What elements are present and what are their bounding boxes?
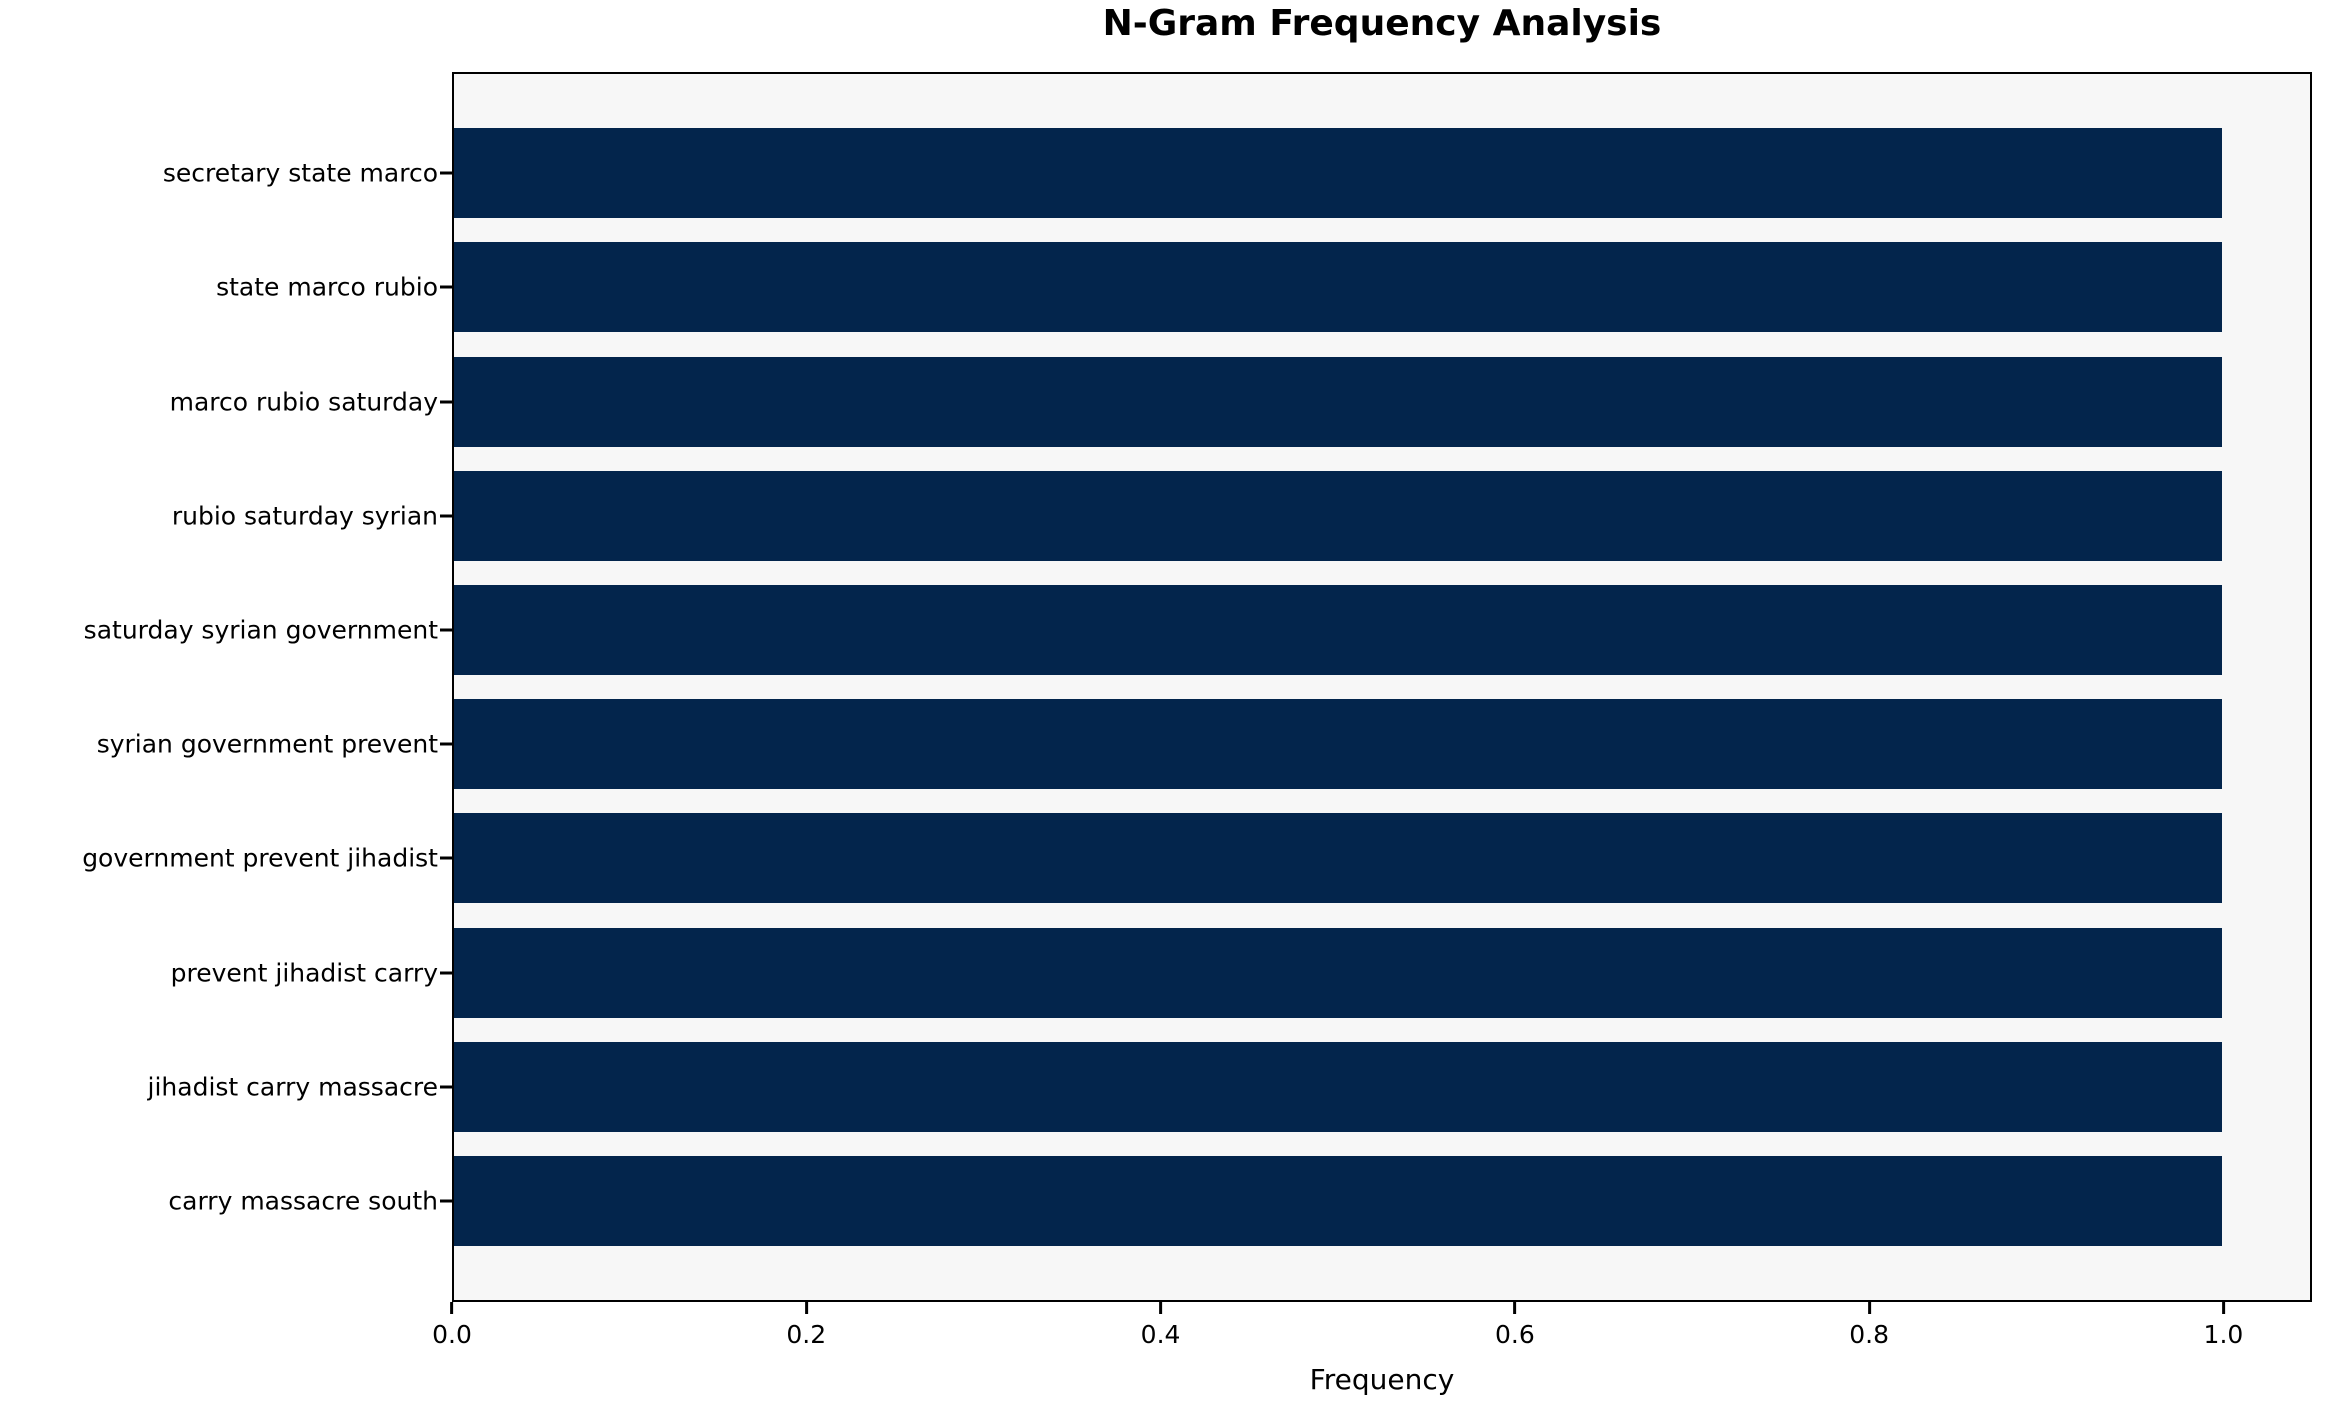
x-tick-label: 0.8 bbox=[1849, 1320, 1890, 1349]
x-tick-mark bbox=[1867, 1302, 1871, 1314]
x-tick-label: 0.4 bbox=[1140, 1320, 1181, 1349]
y-axis-label: syrian government prevent bbox=[96, 729, 438, 759]
bar-row: state marco rubio bbox=[216, 230, 2310, 344]
plot-area: secretary state marco state marco rubio … bbox=[82, 72, 2312, 1302]
x-tick-mark bbox=[804, 1302, 808, 1314]
y-axis-label: government prevent jihadist bbox=[82, 843, 438, 873]
bar-row: secretary state marco bbox=[163, 116, 2310, 230]
bar-row: rubio saturday syrian bbox=[172, 459, 2310, 573]
x-tick: 0.2 bbox=[786, 1302, 826, 1347]
y-tick-mark bbox=[440, 285, 452, 289]
bar bbox=[454, 470, 2222, 561]
bar-row: government prevent jihadist bbox=[82, 801, 2310, 915]
x-tick: 1.0 bbox=[2203, 1302, 2244, 1349]
x-tick-mark bbox=[1513, 1302, 1517, 1314]
x-tick: 0.0 bbox=[432, 1302, 472, 1347]
y-tick-mark bbox=[440, 171, 452, 175]
bar bbox=[454, 1155, 2222, 1246]
y-axis-label: carry massacre south bbox=[168, 1186, 438, 1216]
bar bbox=[454, 584, 2222, 675]
x-tick-label: 0.2 bbox=[786, 1320, 827, 1349]
x-tick-mark bbox=[450, 1302, 454, 1314]
y-tick-mark bbox=[440, 628, 452, 632]
bar bbox=[454, 699, 2222, 790]
bar-row: carry massacre south bbox=[168, 1144, 2310, 1258]
chart-title: N-Gram Frequency Analysis bbox=[1102, 3, 1662, 44]
x-tick-mark bbox=[1159, 1302, 1163, 1314]
bar-row: saturday syrian government bbox=[84, 573, 2310, 687]
x-tick: 0.6 bbox=[1495, 1302, 1535, 1347]
bar-row: marco rubio saturday bbox=[170, 344, 2310, 458]
x-tick-label: 0.6 bbox=[1494, 1320, 1535, 1349]
bar-row: syrian government prevent bbox=[97, 687, 2310, 801]
bar bbox=[454, 1041, 2222, 1132]
y-tick-mark bbox=[440, 514, 452, 518]
bar bbox=[454, 813, 2222, 904]
y-tick-mark bbox=[440, 1199, 452, 1203]
x-tick: 0.4 bbox=[1140, 1302, 1181, 1349]
y-axis-label: rubio saturday syrian bbox=[171, 501, 438, 531]
y-tick-mark bbox=[440, 400, 452, 403]
x-tick-label: 0.0 bbox=[432, 1320, 472, 1349]
y-axis-label: jihadist carry massacre bbox=[147, 1072, 438, 1102]
x-axis: 0.0 0.2 0.4 0.6 0.8 1.0 bbox=[432, 1302, 2312, 1372]
bar bbox=[454, 927, 2222, 1018]
y-tick-mark bbox=[440, 1085, 452, 1089]
bar bbox=[454, 356, 2222, 447]
x-tick: 0.8 bbox=[1849, 1302, 1889, 1347]
y-tick-mark bbox=[440, 856, 452, 860]
y-tick-mark bbox=[440, 971, 452, 975]
x-tick-mark bbox=[2221, 1302, 2225, 1314]
bar-row: prevent jihadist carry bbox=[171, 915, 2310, 1029]
y-axis-label: secretary state marco bbox=[162, 158, 438, 188]
bar bbox=[454, 128, 2222, 219]
y-tick-mark bbox=[440, 742, 452, 746]
bar bbox=[454, 242, 2222, 333]
y-axis-label: prevent jihadist carry bbox=[170, 958, 438, 988]
y-axis-label: saturday syrian government bbox=[83, 615, 438, 645]
y-axis-label: marco rubio saturday bbox=[169, 387, 438, 416]
x-axis-title: Frequency bbox=[1309, 1363, 1455, 1396]
bar-row: jihadist carry massacre bbox=[148, 1030, 2310, 1144]
y-axis-label: state marco rubio bbox=[216, 272, 438, 302]
x-tick-label: 1.0 bbox=[2203, 1320, 2244, 1349]
